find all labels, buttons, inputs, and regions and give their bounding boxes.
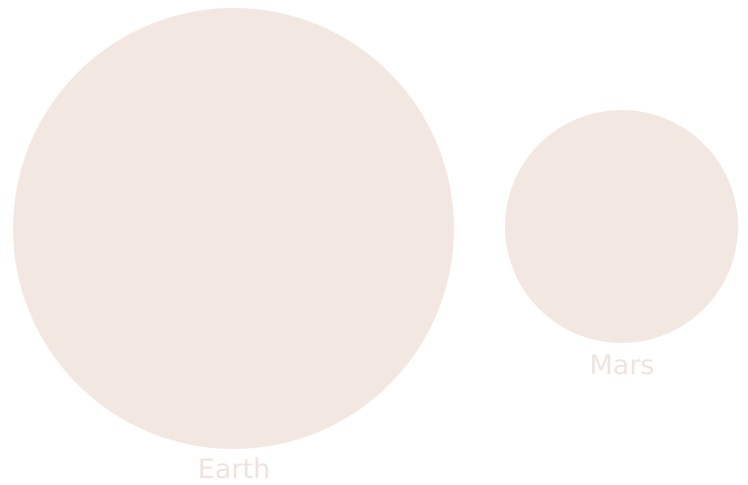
mars-label: Mars [589,350,655,381]
mars-circle [505,110,738,343]
earth-label: Earth [197,454,271,485]
earth-circle [13,8,454,449]
